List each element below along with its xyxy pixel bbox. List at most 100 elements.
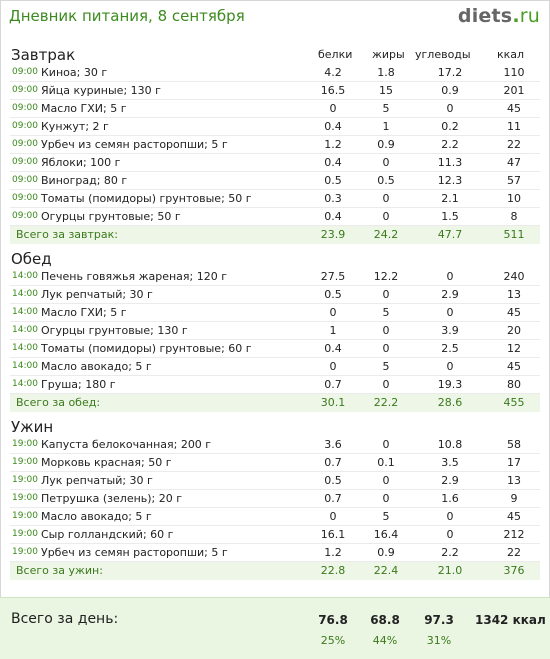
food-row[interactable]: 19:00 Петрушка (зелень); 20 г 0.7 0 1.6 9 [10,490,540,508]
section-title-breakfast: Завтрак [11,46,76,64]
total-fat: 22.4 [373,564,399,577]
protein-value: 16.5 [320,84,346,97]
food-row[interactable]: 14:00 Огурцы грунтовые; 130 г 1 0 3.9 20 [10,322,540,340]
meal-time: 14:00 [12,307,38,317]
section-title-dinner: Ужин [11,418,54,436]
food-row[interactable]: 09:00 Томаты (помидоры) грунтовые; 50 г 0.… [10,190,540,208]
kcal-value: 45 [507,102,521,115]
kcal-value: 8 [510,210,518,223]
carbs-value: 0 [446,360,454,373]
food-name: Масло ГХИ; 5 г [41,102,127,115]
protein-value: 0.4 [324,210,342,223]
total-protein: 22.8 [320,564,346,577]
food-row[interactable]: 19:00 Сыр голландский; 60 г 16.1 16.4 0 212 [10,526,540,544]
protein-value: 0 [329,102,337,115]
protein-value: 1.2 [324,546,342,559]
food-row[interactable]: 14:00 Лук репчатый; 30 г 0.5 0 2.9 13 [10,286,540,304]
carbs-value: 0.2 [441,120,459,133]
page-title: Дневник питания, 8 сентября [9,7,245,25]
food-row[interactable]: 19:00 Капуста белокочанная; 200 г 3.6 0 10.8… [10,436,540,454]
day-protein-percent: 25% [320,634,346,647]
logo-main: diets [457,5,513,27]
food-name: Яблоки; 100 г [41,156,121,169]
fat-value: 0 [382,438,390,451]
meal-time: 14:00 [12,379,38,389]
protein-value: 1.2 [324,138,342,151]
kcal-value: 10 [507,192,521,205]
protein-value: 0.3 [324,192,342,205]
total-kcal: 455 [503,396,525,409]
site-logo[interactable]: diets.ru [458,5,540,27]
food-name: Сыр голландский; 60 г [41,528,174,541]
section-title-lunch: Обед [11,250,52,268]
kcal-value: 9 [510,492,518,505]
food-row[interactable]: 19:00 Урбеч из семян расторопши; 5 г 1.2 0.… [10,544,540,562]
protein-value: 0.7 [324,456,342,469]
protein-value: 4.2 [324,66,342,79]
food-name: Огурцы грунтовые; 130 г [41,324,188,337]
food-row[interactable]: 09:00 Яйца куриные; 130 г 16.5 15 0.9 201 [10,82,540,100]
logo-dot: . [512,5,520,27]
protein-value: 0.4 [324,120,342,133]
carbs-value: 2.9 [441,474,459,487]
meal-time: 19:00 [12,457,38,467]
carbs-value: 10.8 [437,438,463,451]
fat-value: 0 [382,192,390,205]
meal-time: 09:00 [12,175,38,185]
fat-value: 1 [382,120,390,133]
food-name: Печень говяжья жареная; 120 г [41,270,228,283]
food-row[interactable]: 19:00 Морковь красная; 50 г 0.7 0.1 3.5 17 [10,454,540,472]
fat-value: 0 [382,492,390,505]
fat-value: 0.5 [377,174,395,187]
kcal-value: 45 [507,360,521,373]
protein-value: 0.7 [324,492,342,505]
total-fat: 22.2 [373,396,399,409]
total-label: Всего за завтрак: [16,228,119,241]
protein-value: 0 [329,306,337,319]
food-row[interactable]: 09:00 Виноград; 80 г 0.5 0.5 12.3 57 [10,172,540,190]
food-row[interactable]: 19:00 Лук репчатый; 30 г 0.5 0 2.9 13 [10,472,540,490]
kcal-value: 17 [507,456,521,469]
food-row[interactable]: 14:00 Масло ГХИ; 5 г 0 5 0 45 [10,304,540,322]
fat-value: 0 [382,210,390,223]
carbs-value: 2.2 [441,138,459,151]
food-row[interactable]: 09:00 Масло ГХИ; 5 г 0 5 0 45 [10,100,540,118]
total-fat: 24.2 [373,228,399,241]
meal-time: 14:00 [12,325,38,335]
food-row[interactable]: 09:00 Яблоки; 100 г 0.4 0 11.3 47 [10,154,540,172]
carbs-value: 3.5 [441,456,459,469]
meal-time: 19:00 [12,529,38,539]
fat-value: 0.9 [377,546,395,559]
protein-value: 3.6 [324,438,342,451]
meal-time: 19:00 [12,439,38,449]
carbs-value: 0 [446,102,454,115]
fat-value: 16.4 [373,528,399,541]
carbs-value: 1.6 [441,492,459,505]
carbs-value: 2.5 [441,342,459,355]
meal-time: 09:00 [12,211,38,221]
meal-time: 09:00 [12,157,38,167]
food-name: Лук репчатый; 30 г [41,288,153,301]
food-row[interactable]: 19:00 Масло авокадо; 5 г 0 5 0 45 [10,508,540,526]
food-name: Томаты (помидоры) грунтовые; 50 г [41,192,252,205]
food-row[interactable]: 09:00 Кунжут; 2 г 0.4 1 0.2 11 [10,118,540,136]
food-row[interactable]: 14:00 Груша; 180 г 0.7 0 19.3 80 [10,376,540,394]
food-row[interactable]: 14:00 Печень говяжья жареная; 120 г 27.5 12… [10,268,540,286]
kcal-value: 13 [507,288,521,301]
food-row[interactable]: 14:00 Томаты (помидоры) грунтовые; 60 г 0.… [10,340,540,358]
food-row[interactable]: 14:00 Масло авокадо; 5 г 0 5 0 45 [10,358,540,376]
breakfast-total-row: Всего за завтрак: 23.9 24.2 47.7 511 [10,226,540,244]
food-row[interactable]: 09:00 Урбеч из семян расторопши; 5 г 1.2 0.… [10,136,540,154]
day-carbs: 97.3 [424,613,454,627]
food-name: Груша; 180 г [41,378,116,391]
meal-time: 09:00 [12,193,38,203]
food-row[interactable]: 09:00 Огурцы грунтовые; 50 г 0.4 0 1.5 8 [10,208,540,226]
food-name: Томаты (помидоры) грунтовые; 60 г [41,342,252,355]
food-row[interactable]: 09:00 Киноа; 30 г 4.2 1.8 17.2 110 [10,64,540,82]
kcal-value: 58 [507,438,521,451]
protein-value: 0.7 [324,378,342,391]
food-name: Капуста белокочанная; 200 г [41,438,212,451]
total-label: Всего за обед: [16,396,101,409]
fat-value: 15 [379,84,393,97]
column-header-carbs: углеводы [415,48,471,61]
